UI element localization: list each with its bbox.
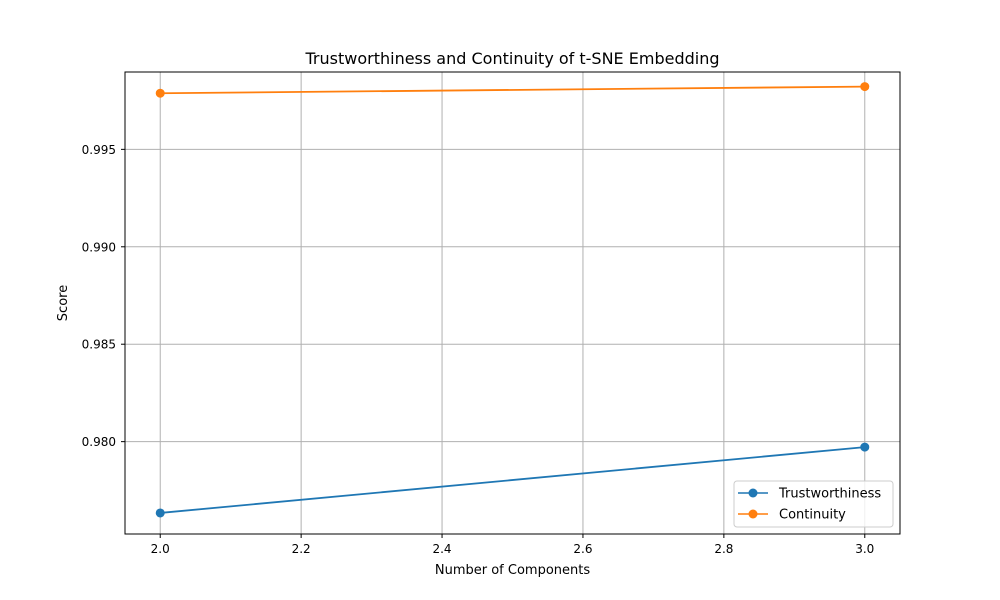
x-tick-label: 2.6: [573, 542, 592, 556]
legend-label-continuity: Continuity: [779, 508, 846, 523]
x-tick-label: 2.0: [151, 542, 170, 556]
y-axis-label: Score: [56, 285, 71, 321]
chart-title: Trustworthiness and Continuity of t-SNE …: [305, 49, 720, 68]
data-point-continuity: [860, 82, 870, 92]
series-line-continuity: [160, 85, 865, 95]
x-axis-ticks: 2.0 2.2 2.4 2.6 2.8 3.0: [151, 534, 874, 556]
grid-layer: [125, 72, 900, 534]
data-point-trustworthiness: [155, 508, 165, 518]
legend-marker-trustworthiness: [748, 488, 758, 498]
legend-label-trustworthiness: Trustworthiness: [778, 487, 881, 502]
series-layer: [155, 82, 870, 518]
x-tick-label: 3.0: [855, 542, 874, 556]
plot-area-frame: [124, 71, 901, 535]
x-tick-label: 2.4: [432, 542, 451, 556]
series-line-trustworthiness: [160, 446, 865, 514]
data-point-trustworthiness: [860, 442, 870, 452]
y-axis-ticks: 0.980 0.985 0.990 0.995: [82, 143, 125, 449]
legend: Trustworthiness Continuity: [733, 480, 894, 528]
y-tick-label: 0.995: [82, 143, 116, 157]
y-tick-label: 0.985: [82, 338, 116, 352]
y-tick-label: 0.990: [82, 240, 116, 254]
data-point-continuity: [155, 88, 165, 98]
x-tick-label: 2.8: [714, 542, 733, 556]
y-tick-label: 0.980: [82, 435, 116, 449]
legend-box: [733, 480, 894, 528]
x-tick-label: 2.2: [292, 542, 311, 556]
legend-marker-continuity: [748, 509, 758, 519]
x-axis-label: Number of Components: [435, 563, 590, 578]
